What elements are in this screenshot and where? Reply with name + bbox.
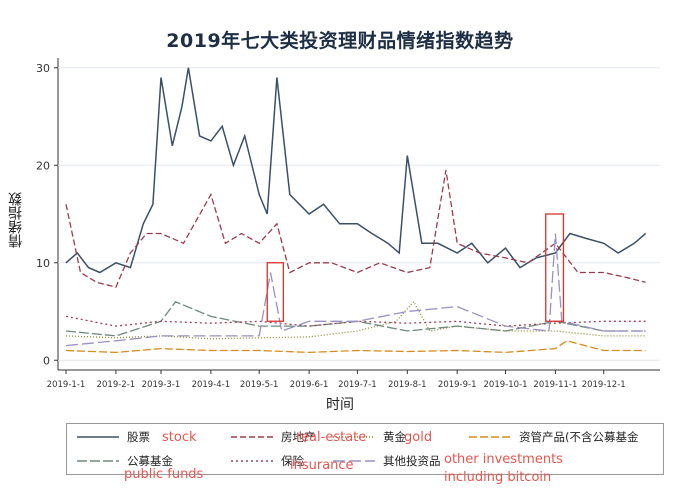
series-line-6 [65, 233, 646, 347]
legend-label-gold: 黄金 [383, 430, 406, 444]
x-tick-label: 2019-10-1 [484, 380, 528, 390]
legend-label-public-funds: 公募基金 [127, 454, 173, 468]
chart-title: 2019年七大类投资理财品情绪指数趋势 [166, 30, 514, 52]
x-tick-label: 2019-11-1 [533, 380, 577, 390]
x-tick-label: 2019-3-1 [142, 380, 181, 390]
note-including-bitcoin: including bitcoin [444, 470, 552, 485]
legend-swatch-insurance [231, 460, 273, 462]
x-axis-label: 时间 [326, 397, 354, 413]
legend-swatch-asset-mgmt [469, 436, 511, 438]
legend: 股票 房地产 黄金 资管产品(不含公募基金 公募基金 保险 其他投资品 [66, 423, 664, 475]
x-tick-label: 2019-5-1 [240, 380, 279, 390]
note-other-investments: other investments [444, 452, 563, 467]
series-line-1 [65, 169, 646, 288]
legend-swatch-public-funds [77, 460, 119, 462]
note-stock: stock [162, 430, 197, 445]
highlight-box-0 [266, 262, 284, 322]
legend-label-real-estate: 房地产 [281, 430, 316, 444]
note-public-funds: public funds [124, 467, 204, 482]
legend-swatch-gold [333, 436, 375, 438]
x-tick-label: 2019-1-1 [47, 380, 86, 390]
legend-item-insurance: 保险 [229, 452, 379, 470]
x-tick-label: 2019-12-1 [582, 380, 626, 390]
legend-label-asset-mgmt: 资管产品(不含公募基金 [519, 430, 639, 444]
legend-item-real-estate: 房地产 [229, 428, 379, 446]
y-tick-label: 10 [36, 257, 50, 270]
legend-swatch-stock [77, 436, 119, 438]
legend-swatch-real-estate [231, 436, 273, 438]
series-line-2 [65, 300, 646, 340]
note-gold: gold [404, 430, 433, 445]
legend-label-insurance: 保险 [281, 454, 304, 468]
note-insurance: insurance [290, 458, 354, 473]
x-tick-label: 2019-7-1 [338, 380, 377, 390]
note-real-estate: real-estate [296, 430, 367, 445]
legend-label-stock: 股票 [127, 430, 150, 444]
x-tick-label: 2019-6-1 [290, 380, 329, 390]
legend-label-other: 其他投资品 [383, 454, 441, 468]
legend-item-asset-mgmt: 资管产品(不含公募基金 [467, 428, 663, 446]
y-tick-label: 0 [43, 354, 50, 367]
series-line-0 [65, 67, 647, 274]
x-tick-label: 2019-2-1 [97, 380, 136, 390]
legend-item-public-funds: 公募基金 [75, 452, 225, 470]
x-tick-label: 2019-8-1 [388, 380, 427, 390]
legend-item-stock: 股票 [75, 428, 225, 446]
y-tick-label: 20 [36, 159, 50, 172]
legend-item-gold: 黄金 [331, 428, 461, 446]
legend-swatch-other [333, 460, 375, 462]
series-line-5 [65, 315, 646, 327]
series-line-3 [65, 340, 646, 354]
highlight-box-1 [545, 213, 565, 322]
series-line-4 [65, 301, 646, 337]
legend-item-other: 其他投资品 [331, 452, 491, 470]
y-tick-label: 30 [36, 62, 50, 75]
x-tick-label: 2019-9-1 [438, 380, 477, 390]
x-tick-label: 2019-4-1 [192, 380, 231, 390]
